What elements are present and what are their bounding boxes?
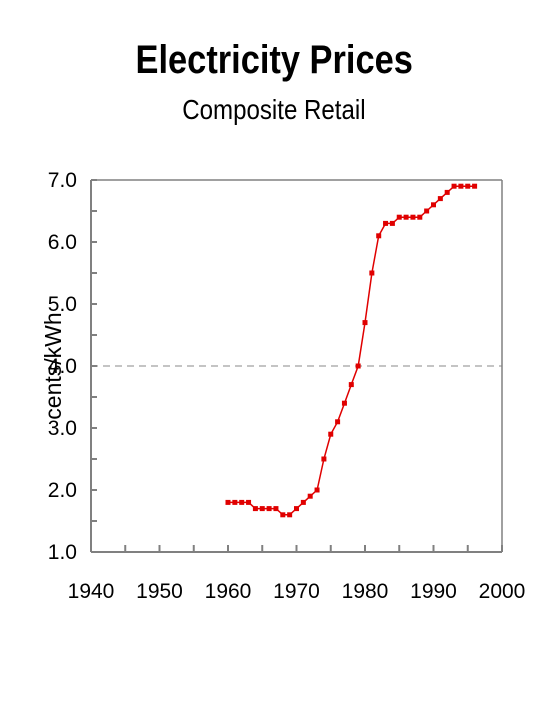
data-point bbox=[410, 214, 416, 220]
data-point bbox=[403, 214, 409, 220]
x-tick-label: 1980 bbox=[342, 580, 389, 603]
data-point bbox=[246, 499, 252, 505]
data-point bbox=[314, 487, 320, 493]
data-point bbox=[465, 183, 471, 189]
tick-labels-layer: 1.0 2.0 3.0 4.0 5.0 6.0 7.0 1940 1950 1960 1970 198… bbox=[48, 169, 526, 603]
data-point bbox=[280, 512, 286, 518]
data-point bbox=[252, 506, 258, 512]
y-tick-label: 2.0 bbox=[48, 479, 77, 502]
data-point bbox=[239, 499, 245, 505]
data-point bbox=[307, 493, 313, 499]
y-tick-label: 3.0 bbox=[48, 417, 77, 440]
data-point bbox=[321, 456, 327, 462]
x-tick-label: 1970 bbox=[273, 580, 320, 603]
data-point bbox=[389, 220, 395, 226]
data-point bbox=[259, 506, 265, 512]
x-tick-label: 1960 bbox=[205, 580, 252, 603]
data-point bbox=[266, 506, 272, 512]
data-point bbox=[417, 214, 423, 220]
data-point bbox=[376, 233, 382, 239]
data-point bbox=[300, 499, 306, 505]
series-layer bbox=[225, 183, 478, 518]
series-line bbox=[228, 185, 475, 516]
x-tick-label: 2000 bbox=[479, 580, 526, 603]
y-tick-label: 6.0 bbox=[48, 231, 77, 254]
x-tick-label: 1940 bbox=[68, 580, 115, 603]
x-tick-label: 1990 bbox=[410, 580, 457, 603]
chart-title: Electricity Prices bbox=[135, 38, 413, 82]
data-point bbox=[424, 208, 430, 214]
y-tick-label: 5.0 bbox=[48, 293, 77, 316]
x-tick-label: 1950 bbox=[136, 580, 183, 603]
y-tick-label: 4.0 bbox=[48, 355, 77, 378]
data-point bbox=[348, 382, 354, 388]
y-tick-label: 1.0 bbox=[48, 541, 77, 564]
data-point bbox=[355, 363, 361, 369]
data-point bbox=[383, 220, 389, 226]
data-point bbox=[437, 196, 443, 202]
data-point bbox=[335, 419, 341, 425]
chart-subtitle: Composite Retail bbox=[182, 94, 366, 125]
data-point bbox=[362, 320, 368, 326]
y-tick-label: 7.0 bbox=[48, 169, 77, 192]
data-point bbox=[273, 506, 279, 512]
y-axis-label: cents/kWh bbox=[40, 312, 66, 419]
data-point bbox=[294, 506, 299, 512]
axes-layer bbox=[90, 179, 503, 553]
data-point bbox=[431, 202, 436, 208]
data-point bbox=[396, 214, 402, 220]
data-point bbox=[232, 499, 238, 505]
data-point bbox=[328, 431, 334, 437]
data-point bbox=[444, 189, 450, 195]
data-point bbox=[451, 183, 457, 189]
data-point bbox=[472, 183, 478, 189]
data-point bbox=[458, 183, 464, 189]
data-point bbox=[225, 499, 231, 505]
data-point bbox=[369, 270, 375, 276]
data-point bbox=[287, 512, 293, 518]
data-point bbox=[341, 400, 347, 406]
